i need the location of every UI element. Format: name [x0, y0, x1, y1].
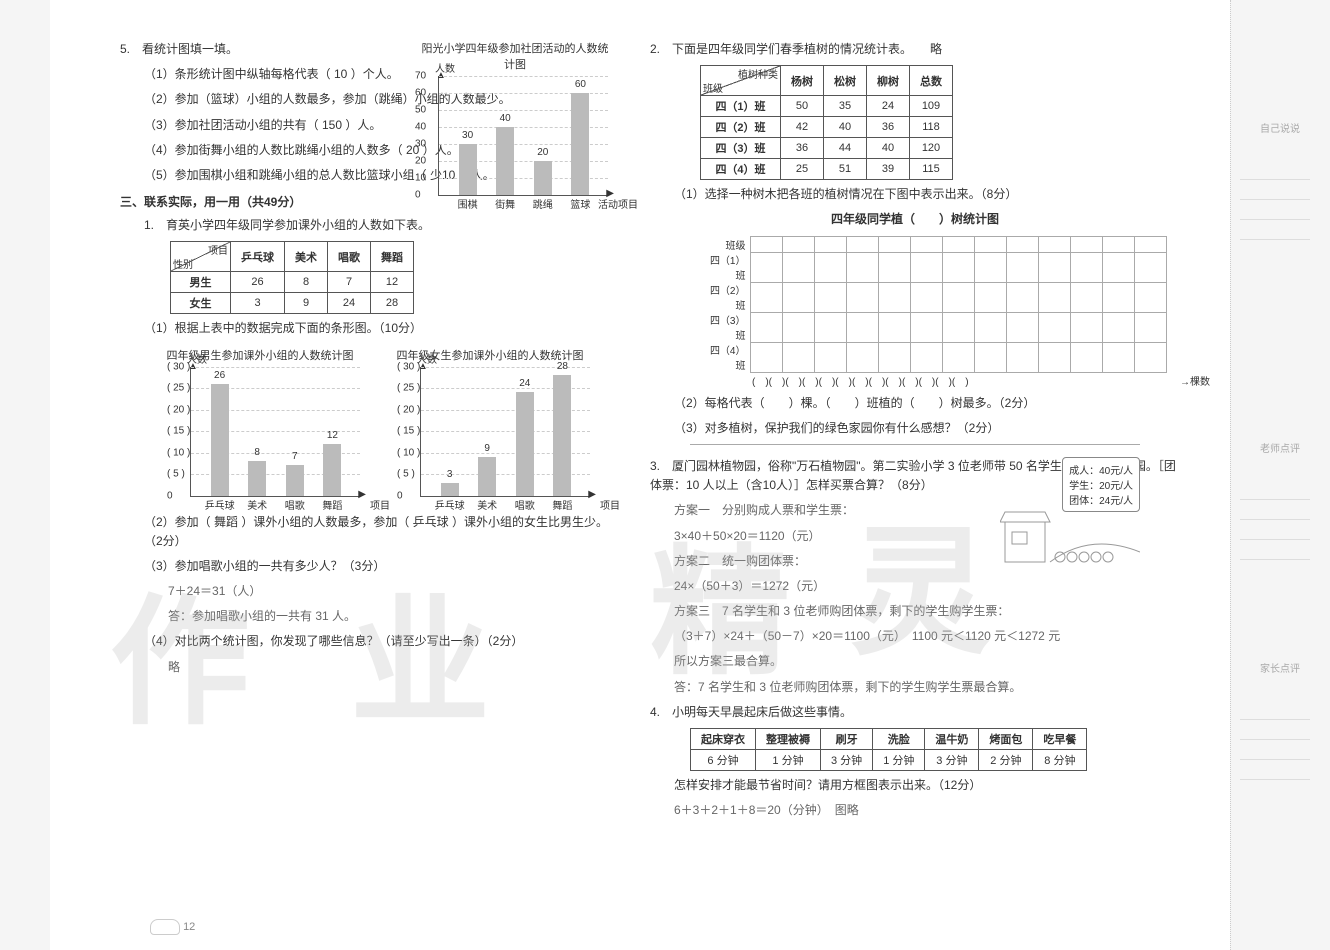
sidebar-label-3: 家长点评 — [1260, 660, 1300, 675]
q2-stem: 2. 下面是四年级同学们春季植树的情况统计表。 略 — [650, 40, 1180, 59]
blank-chart-grid: 班级四（1）班四（2）班四（3）班四（4）班 ( )( )( )( )( )( … — [700, 236, 1180, 388]
q2-table: 植树种类班级杨树松树柳树总数四（1）班503524109四（2）班4240361… — [700, 65, 953, 180]
q1-sub3-calc: 7＋24＝31（人） — [120, 582, 620, 601]
q4-stem: 4. 小明每天早晨起床后做这些事情。 — [650, 703, 1180, 722]
arrow-right-icon: ▶ — [358, 489, 366, 500]
margin-sidebar: 自己说说 老师点评 家长点评 — [1230, 0, 1310, 950]
q4-sub: 怎样安排才能最节省时间？请用方框图表示出来。（12分） — [650, 776, 1180, 795]
q1-sub4: （4）对比两个统计图，你发现了哪些信息？（请至少写出一条）（2分） — [120, 632, 620, 651]
blank-xlabel: 棵数 — [1190, 377, 1210, 388]
q3-plan2-calc: 24×（50＋3）＝1272（元） — [650, 577, 1180, 596]
q2-sub2: （2）每格代表（ ）棵。（ ）班植的（ ）树最多。（2分） — [650, 394, 1180, 413]
blank-chart-title: 四年级同学植（ ）树统计图 — [650, 210, 1180, 229]
q1-stem: 1. 育英小学四年级同学参加课外小组的人数如下表。 — [120, 216, 620, 235]
q3-plan3-calc: （3＋7）×24＋（50－7）×20＝1100（元） 1100 元＜1120 元… — [650, 627, 1180, 646]
q2-sub1: （1）选择一种树木把各班的植树情况在下图中表示出来。（8分） — [650, 185, 1180, 204]
q1-sub2: （2）参加（ 舞蹈 ）课外小组的人数最多，参加（ 乒乓球 ）课外小组的女生比男生… — [120, 513, 620, 551]
ticket-adult: 成人：40元/人 — [1069, 462, 1133, 477]
q3-plan3-title: 方案三 7 名学生和 3 位老师购团体票，剩下的学生购学生票： — [650, 602, 1180, 621]
sidebar-label-2: 老师点评 — [1260, 440, 1300, 455]
q1-sub3-ans: 答：参加唱歌小组的一共有 31 人。 — [120, 607, 620, 626]
q1-chart-boys: 四年级男生参加课外小组的人数统计图 人数 ▲ ▶ 项目 ( 5 )( 10 )(… — [160, 347, 360, 497]
blank-ticks: ( )( )( )( )( )( )( )( )( )( )( )( )( ) — [752, 377, 969, 388]
q1-sub3: （3）参加唱歌小组的一共有多少人？（3分） — [120, 557, 620, 576]
q3-answer: 答：7 名学生和 3 位老师购团体票，剩下的学生购学生票最合算。 — [650, 678, 1180, 697]
q1-sub4-ans: 略 — [120, 658, 620, 677]
q1-sub1: （1）根据上表中的数据完成下面的条形图。（10分） — [120, 319, 620, 338]
q1-chart-girls: 四年级女生参加课外小组的人数统计图 人数 ▲ ▶ 项目 ( 5 )( 10 )(… — [390, 347, 590, 497]
q5-chart: 阳光小学四年级参加社团活动的人数统计图 人数 ▲ ▶ 活动项目 10203040… — [420, 40, 610, 196]
q1-table: 项目性别乒乓球美术唱歌舞蹈男生268712女生392428 — [170, 241, 414, 314]
ticket-student: 学生：20元/人 — [1069, 477, 1133, 492]
q2-sub3: （3）对多植树，保护我们的绿色家园你有什么感想？（2分） — [650, 419, 1180, 438]
q5-xlabel: 活动项目 — [598, 196, 638, 211]
q3-conclusion: 所以方案三最合算。 — [650, 652, 1180, 671]
booth-illustration — [1000, 502, 1140, 572]
page-number: 12 — [150, 919, 195, 935]
arrow-right-icon: ▶ — [588, 489, 596, 500]
chart-xlabel: 项目 — [370, 497, 390, 512]
q4-calc: 6＋3＋2＋1＋8＝20（分钟） 图略 — [650, 801, 1180, 820]
chart-xlabel: 项目 — [600, 497, 620, 512]
sidebar-label-1: 自己说说 — [1260, 120, 1300, 135]
q4-table: 起床穿衣整理被褥刷牙洗脸温牛奶烤面包吃早餐6 分钟1 分钟3 分钟1 分钟3 分… — [690, 728, 1087, 771]
